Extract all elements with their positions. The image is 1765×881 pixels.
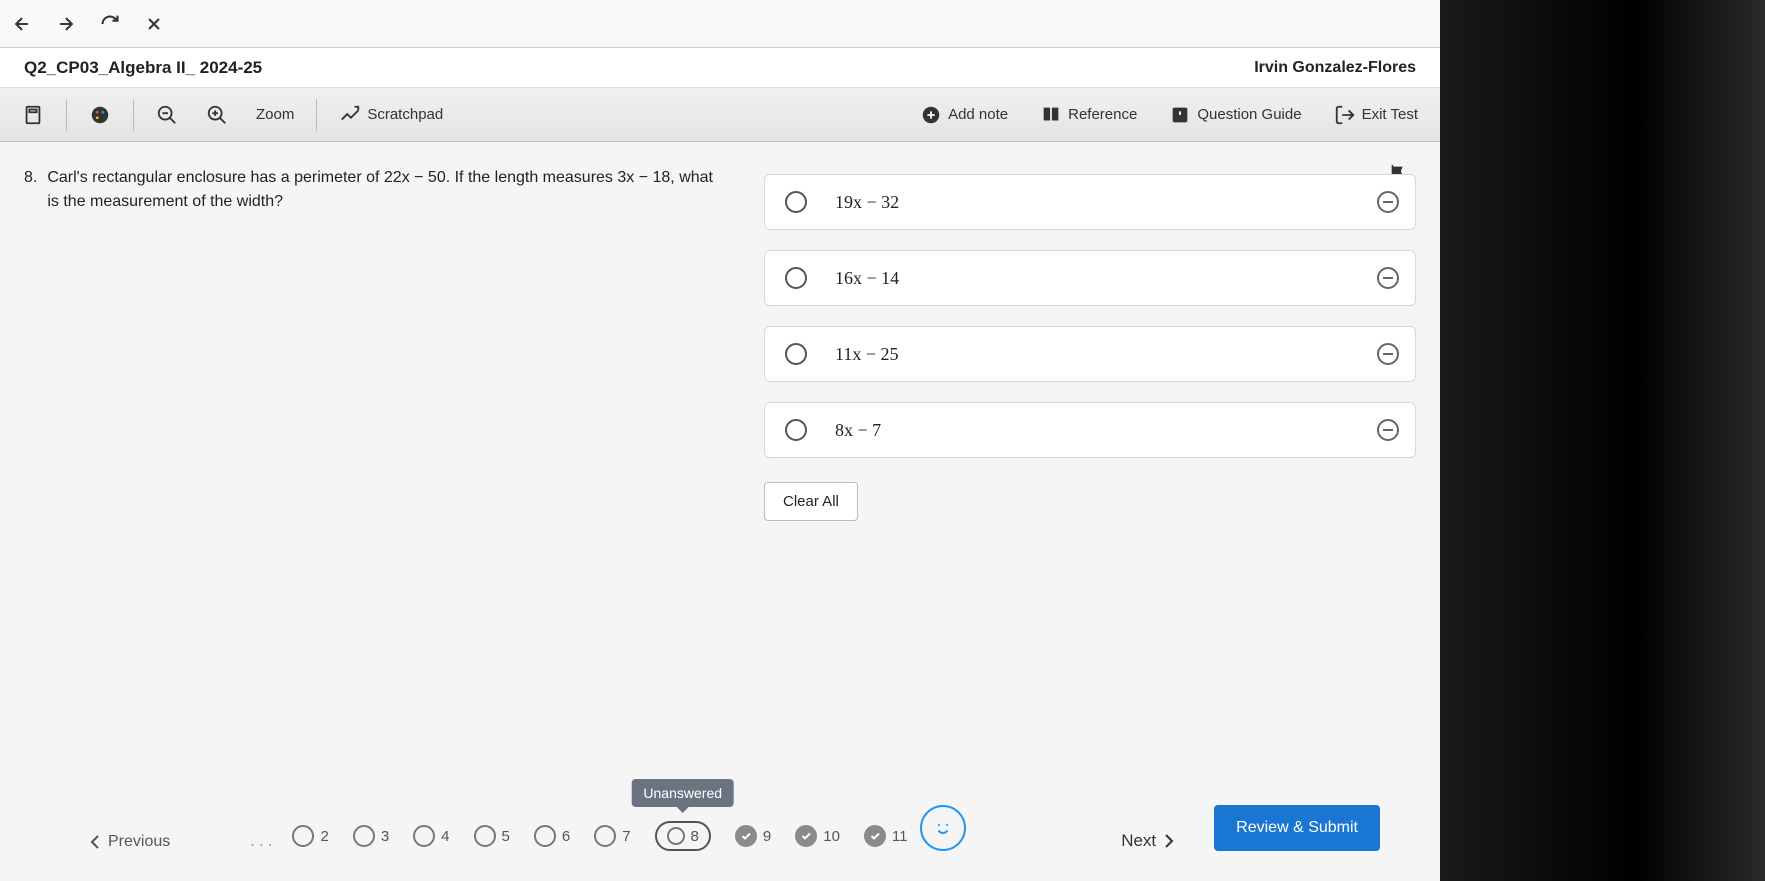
- circle-icon: [292, 825, 314, 847]
- eliminate-button[interactable]: [1377, 191, 1399, 213]
- question-nav-pills: 2 3 4 5 6 7 8Unanswered 9 10 11: [292, 821, 907, 851]
- eliminate-button[interactable]: [1377, 267, 1399, 289]
- clear-all-button[interactable]: Clear All: [764, 482, 858, 521]
- answer-text: 11x − 25: [835, 344, 898, 365]
- palette-icon: [89, 104, 111, 126]
- exit-icon: [1334, 104, 1356, 126]
- answer-option-d[interactable]: 8x − 7: [764, 402, 1416, 458]
- review-submit-button[interactable]: Review & Submit: [1214, 805, 1380, 851]
- pill-number: 10: [823, 828, 840, 845]
- forward-icon[interactable]: [56, 14, 76, 34]
- zoom-out-icon: [156, 104, 178, 126]
- circle-icon: [413, 825, 435, 847]
- zoom-label: Zoom: [250, 102, 300, 127]
- browser-nav-bar: [0, 0, 1440, 48]
- exit-test-button[interactable]: Exit Test: [1328, 100, 1424, 130]
- answer-option-a[interactable]: 19x − 32: [764, 174, 1416, 230]
- nav-pill-11[interactable]: 11: [864, 825, 908, 847]
- check-icon: [735, 825, 757, 847]
- answer-text: 8x − 7: [835, 420, 881, 441]
- radio-icon[interactable]: [785, 343, 807, 365]
- answer-option-c[interactable]: 11x − 25: [764, 326, 1416, 382]
- add-note-label: Add note: [948, 106, 1008, 123]
- title-bar: Q2_CP03_Algebra II_ 2024-25 Irvin Gonzal…: [0, 48, 1440, 88]
- scratchpad-icon: [339, 104, 361, 126]
- answers-column: 19x − 32 16x − 14 11x − 25 8x − 7 Clear …: [764, 166, 1416, 521]
- previous-label: Previous: [108, 833, 170, 851]
- nav-pill-2[interactable]: 2: [292, 825, 328, 847]
- pill-number: 6: [562, 828, 570, 845]
- zoom-out-button[interactable]: [150, 100, 184, 130]
- plus-circle-icon: [920, 104, 942, 126]
- reference-label: Reference: [1068, 106, 1137, 123]
- nav-pill-4[interactable]: 4: [413, 825, 449, 847]
- ellipsis-icon[interactable]: . . .: [250, 833, 272, 851]
- answer-option-b[interactable]: 16x − 14: [764, 250, 1416, 306]
- user-name: Irvin Gonzalez-Flores: [1254, 59, 1416, 77]
- question-column: 8. Carl's rectangular enclosure has a pe…: [24, 166, 724, 521]
- feedback-smiley-button[interactable]: [920, 805, 966, 851]
- previous-button[interactable]: Previous: [90, 833, 170, 851]
- add-note-button[interactable]: Add note: [914, 100, 1014, 130]
- question-number: 8.: [24, 166, 37, 214]
- radio-icon[interactable]: [785, 191, 807, 213]
- pill-number: 3: [381, 828, 389, 845]
- unanswered-tooltip: Unanswered: [631, 779, 734, 807]
- cancel-icon[interactable]: [144, 14, 164, 34]
- check-icon: [795, 825, 817, 847]
- answer-text: 19x − 32: [835, 192, 899, 213]
- book-icon: [1040, 104, 1062, 126]
- question-guide-label: Question Guide: [1197, 106, 1301, 123]
- zoom-in-icon: [206, 104, 228, 126]
- next-label: Next: [1121, 831, 1156, 851]
- palette-button[interactable]: [83, 100, 117, 130]
- answer-text: 16x − 14: [835, 268, 899, 289]
- back-icon[interactable]: [12, 14, 32, 34]
- pill-number: 9: [763, 828, 771, 845]
- pill-number: 7: [622, 828, 630, 845]
- nav-pill-8[interactable]: 8Unanswered: [655, 821, 711, 851]
- reload-icon[interactable]: [100, 14, 120, 34]
- nav-pill-6[interactable]: 6: [534, 825, 570, 847]
- zoom-in-button[interactable]: [200, 100, 234, 130]
- toolbar: Zoom Scratchpad Add note Reference Quest…: [0, 88, 1440, 142]
- question-text: Carl's rectangular enclosure has a perim…: [47, 166, 724, 214]
- pill-number: 11: [892, 828, 908, 845]
- circle-icon: [534, 825, 556, 847]
- nav-pill-9[interactable]: 9: [735, 825, 771, 847]
- nav-pill-7[interactable]: 7: [594, 825, 630, 847]
- scratchpad-button[interactable]: Scratchpad: [333, 100, 449, 130]
- pill-number: 8: [691, 828, 699, 845]
- pill-number: 5: [502, 828, 510, 845]
- circle-icon: [474, 825, 496, 847]
- nav-pill-10[interactable]: 10: [795, 825, 840, 847]
- circle-icon: [353, 825, 375, 847]
- pill-number: 4: [441, 828, 449, 845]
- content-area: 8. Carl's rectangular enclosure has a pe…: [0, 142, 1440, 545]
- nav-pill-3[interactable]: 3: [353, 825, 389, 847]
- radio-icon[interactable]: [785, 419, 807, 441]
- circle-icon: [594, 825, 616, 847]
- radio-icon[interactable]: [785, 267, 807, 289]
- reference-button[interactable]: Reference: [1034, 100, 1143, 130]
- test-title: Q2_CP03_Algebra II_ 2024-25: [24, 58, 262, 78]
- next-button[interactable]: Next: [1121, 831, 1174, 851]
- calculator-icon: [22, 104, 44, 126]
- exit-test-label: Exit Test: [1362, 106, 1418, 123]
- pill-number: 2: [320, 828, 328, 845]
- guide-icon: [1169, 104, 1191, 126]
- calculator-button[interactable]: [16, 100, 50, 130]
- circle-icon: [667, 827, 685, 845]
- app-frame: Q2_CP03_Algebra II_ 2024-25 Irvin Gonzal…: [0, 0, 1440, 881]
- eliminate-button[interactable]: [1377, 419, 1399, 441]
- question-guide-button[interactable]: Question Guide: [1163, 100, 1307, 130]
- footer-nav: Previous . . . 2345678Unanswered91011 Ne…: [0, 751, 1440, 881]
- eliminate-button[interactable]: [1377, 343, 1399, 365]
- scratchpad-label: Scratchpad: [367, 106, 443, 123]
- nav-pill-5[interactable]: 5: [474, 825, 510, 847]
- check-icon: [864, 825, 886, 847]
